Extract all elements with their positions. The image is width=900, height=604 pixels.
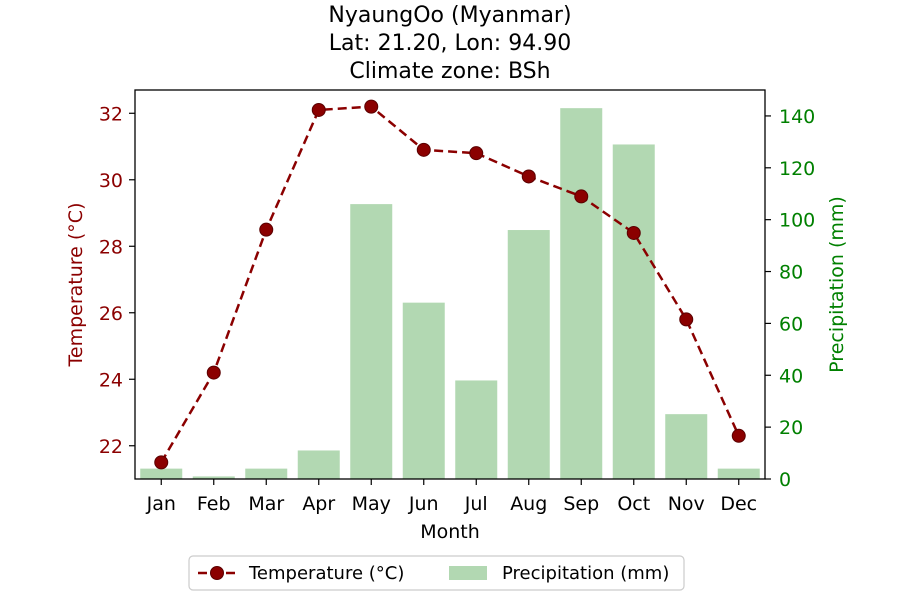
- month-label-nov: Nov: [668, 493, 705, 515]
- title-line-2: Lat: 21.20, Lon: 94.90: [329, 31, 571, 56]
- temperature-tick-label-24: 24: [99, 369, 123, 391]
- precipitation-tick-label-20: 20: [779, 417, 803, 439]
- legend-temperature-label: Temperature (°C): [248, 563, 404, 584]
- precipitation-axis: 0 20 40 60 80 100 120 140 Precipitation (mm): [765, 106, 848, 491]
- temperature-tick-label-32: 32: [99, 103, 123, 125]
- temperature-point-nov: [679, 312, 694, 327]
- month-label-aug: Aug: [510, 493, 547, 515]
- precipitation-bar-apr: [297, 450, 340, 479]
- temperature-point-jan: [154, 455, 169, 470]
- month-axis: Jan Feb Mar Apr May Jun Jul Aug Sep Oct Nov Dec Mont…: [146, 479, 757, 543]
- month-label-jun: Jun: [408, 493, 439, 515]
- temperature-point-oct: [626, 225, 641, 240]
- month-label-mar: Mar: [248, 493, 284, 515]
- precipitation-bar-jul: [455, 380, 498, 479]
- temperature-tick-label-22: 22: [99, 436, 123, 458]
- precipitation-axis-label: Precipitation (mm): [826, 196, 848, 373]
- month-label-may: May: [352, 493, 391, 515]
- temperature-point-feb: [206, 365, 221, 380]
- temperature-axis: 22 24 26 28 30 32 Temperature (°C): [65, 103, 135, 458]
- temperature-tick-label-26: 26: [99, 303, 123, 325]
- precipitation-tick-label-0: 0: [779, 469, 791, 491]
- chart-title: NyaungOo (Myanmar) Lat: 21.20, Lon: 94.90…: [328, 3, 571, 84]
- legend-precipitation-swatch: [449, 566, 487, 580]
- legend-temperature-swatch-marker: [210, 566, 224, 580]
- precipitation-bar-feb: [192, 476, 235, 479]
- precipitation-bars: [140, 108, 760, 480]
- month-label-apr: Apr: [302, 493, 335, 515]
- temperature-tick-label-30: 30: [99, 170, 123, 192]
- temperature-axis-label: Temperature (°C): [65, 203, 87, 368]
- month-label-dec: Dec: [720, 493, 757, 515]
- precipitation-bar-jan: [140, 468, 183, 479]
- precipitation-tick-label-80: 80: [779, 262, 803, 284]
- precipitation-bar-aug: [507, 230, 550, 479]
- temperature-point-aug: [521, 169, 536, 184]
- precipitation-bar-mar: [245, 468, 288, 479]
- month-label-jul: Jul: [464, 493, 488, 515]
- temperature-point-jul: [469, 146, 484, 161]
- month-label-oct: Oct: [617, 493, 650, 515]
- title-line-3: Climate zone: BSh: [349, 59, 550, 84]
- legend-precipitation-label: Precipitation (mm): [502, 563, 669, 584]
- precipitation-tick-label-120: 120: [779, 158, 815, 180]
- precipitation-bar-sep: [560, 108, 603, 480]
- temperature-line: [160, 105, 740, 464]
- temperature-point-sep: [574, 189, 589, 204]
- temperature-point-may: [364, 99, 379, 114]
- precipitation-bar-may: [350, 204, 393, 479]
- precipitation-tick-label-40: 40: [779, 365, 803, 387]
- temperature-line-series: [154, 99, 746, 470]
- month-label-feb: Feb: [197, 493, 231, 515]
- legend-box: [188, 555, 685, 591]
- temperature-point-mar: [259, 222, 274, 237]
- precipitation-bar-dec: [717, 468, 760, 479]
- plot-frame: [134, 89, 766, 480]
- temperature-point-dec: [731, 428, 746, 443]
- temperature-point-jun: [416, 142, 431, 157]
- month-label-sep: Sep: [563, 493, 599, 515]
- precipitation-tick-label-140: 140: [779, 106, 815, 128]
- temperature-tick-label-28: 28: [99, 236, 123, 258]
- x-axis-label: Month: [420, 521, 480, 543]
- precipitation-bar-oct: [612, 144, 655, 479]
- precipitation-tick-label-100: 100: [779, 210, 815, 232]
- precipitation-bar-jun: [402, 302, 445, 479]
- month-label-jan: Jan: [146, 493, 176, 515]
- title-line-1: NyaungOo (Myanmar): [328, 3, 571, 28]
- temperature-point-apr: [311, 102, 326, 117]
- precipitation-tick-label-60: 60: [779, 313, 803, 335]
- legend: Temperature (°C) Precipitation (mm): [188, 555, 685, 591]
- precipitation-bar-nov: [665, 414, 708, 479]
